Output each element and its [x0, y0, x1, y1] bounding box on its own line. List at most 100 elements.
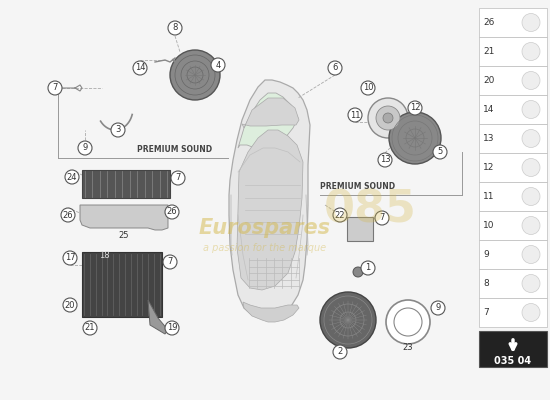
- Circle shape: [522, 100, 540, 118]
- Text: 9: 9: [436, 304, 441, 312]
- Text: 14: 14: [135, 64, 145, 72]
- Text: 2: 2: [337, 348, 343, 356]
- Circle shape: [383, 113, 393, 123]
- FancyBboxPatch shape: [479, 95, 547, 124]
- Text: 24: 24: [67, 172, 77, 182]
- Circle shape: [522, 130, 540, 148]
- FancyBboxPatch shape: [82, 252, 162, 317]
- FancyBboxPatch shape: [479, 66, 547, 95]
- Circle shape: [361, 261, 375, 275]
- Text: 7: 7: [167, 258, 173, 266]
- Text: PREMIUM SOUND: PREMIUM SOUND: [138, 145, 212, 154]
- Text: 11: 11: [350, 110, 360, 120]
- Circle shape: [83, 321, 97, 335]
- Circle shape: [522, 188, 540, 206]
- Circle shape: [78, 141, 92, 155]
- Circle shape: [389, 112, 441, 164]
- Text: 9: 9: [82, 144, 87, 152]
- Circle shape: [522, 274, 540, 292]
- Circle shape: [378, 153, 392, 167]
- FancyBboxPatch shape: [479, 37, 547, 66]
- Polygon shape: [243, 302, 299, 322]
- Text: 19: 19: [167, 324, 177, 332]
- Text: 5: 5: [437, 148, 443, 156]
- Text: 22: 22: [335, 210, 345, 220]
- Circle shape: [522, 14, 540, 32]
- Circle shape: [163, 255, 177, 269]
- Text: PREMIUM SOUND: PREMIUM SOUND: [321, 182, 395, 191]
- FancyBboxPatch shape: [479, 298, 547, 327]
- Text: 13: 13: [379, 156, 390, 164]
- Text: 4: 4: [216, 60, 221, 70]
- Text: 13: 13: [483, 134, 494, 143]
- Circle shape: [522, 246, 540, 264]
- Circle shape: [61, 208, 75, 222]
- Text: 7: 7: [52, 84, 58, 92]
- Circle shape: [65, 170, 79, 184]
- Text: 11: 11: [483, 192, 494, 201]
- Text: 20: 20: [483, 76, 494, 85]
- FancyBboxPatch shape: [479, 211, 547, 240]
- Polygon shape: [242, 98, 299, 128]
- Text: 20: 20: [65, 300, 75, 310]
- Text: 26: 26: [167, 208, 177, 216]
- Text: 8: 8: [483, 279, 489, 288]
- Circle shape: [171, 171, 185, 185]
- Circle shape: [333, 208, 347, 222]
- Text: 6: 6: [332, 64, 338, 72]
- Circle shape: [522, 216, 540, 234]
- Text: 10: 10: [363, 84, 373, 92]
- Text: 23: 23: [403, 344, 413, 352]
- Circle shape: [522, 42, 540, 60]
- Text: 035 04: 035 04: [494, 356, 531, 366]
- Circle shape: [353, 267, 363, 277]
- FancyBboxPatch shape: [479, 182, 547, 211]
- Circle shape: [168, 21, 182, 35]
- Text: 1: 1: [365, 264, 371, 272]
- Text: 8: 8: [172, 24, 178, 32]
- FancyBboxPatch shape: [82, 170, 170, 198]
- Circle shape: [211, 58, 225, 72]
- Circle shape: [111, 123, 125, 137]
- Polygon shape: [238, 93, 298, 148]
- Text: 26: 26: [483, 18, 494, 27]
- Circle shape: [170, 50, 220, 100]
- Text: 26: 26: [63, 210, 73, 220]
- Text: Eurospares: Eurospares: [199, 218, 331, 238]
- Circle shape: [431, 301, 445, 315]
- Circle shape: [333, 345, 347, 359]
- Circle shape: [63, 251, 77, 265]
- Circle shape: [522, 304, 540, 322]
- Text: 21: 21: [483, 47, 494, 56]
- Circle shape: [394, 308, 422, 336]
- FancyBboxPatch shape: [347, 217, 373, 241]
- Text: 3: 3: [116, 126, 120, 134]
- Text: 7: 7: [175, 174, 181, 182]
- Text: 12: 12: [410, 104, 420, 112]
- Circle shape: [375, 211, 389, 225]
- Circle shape: [386, 300, 430, 344]
- FancyBboxPatch shape: [479, 8, 547, 37]
- Circle shape: [376, 106, 400, 130]
- FancyBboxPatch shape: [479, 124, 547, 153]
- Circle shape: [165, 321, 179, 335]
- Circle shape: [320, 292, 376, 348]
- Text: 17: 17: [65, 254, 75, 262]
- Polygon shape: [80, 205, 168, 230]
- Polygon shape: [237, 130, 303, 290]
- Text: 10: 10: [483, 221, 494, 230]
- Circle shape: [165, 205, 179, 219]
- Text: a passion for the marque: a passion for the marque: [204, 243, 327, 253]
- Circle shape: [368, 98, 408, 138]
- Polygon shape: [229, 80, 310, 318]
- Text: 21: 21: [85, 324, 95, 332]
- Circle shape: [328, 61, 342, 75]
- Text: 12: 12: [483, 163, 494, 172]
- Text: 9: 9: [483, 250, 489, 259]
- Text: 25: 25: [119, 230, 129, 240]
- Circle shape: [48, 81, 62, 95]
- Circle shape: [522, 72, 540, 90]
- Circle shape: [348, 108, 362, 122]
- Circle shape: [522, 158, 540, 176]
- FancyBboxPatch shape: [479, 269, 547, 298]
